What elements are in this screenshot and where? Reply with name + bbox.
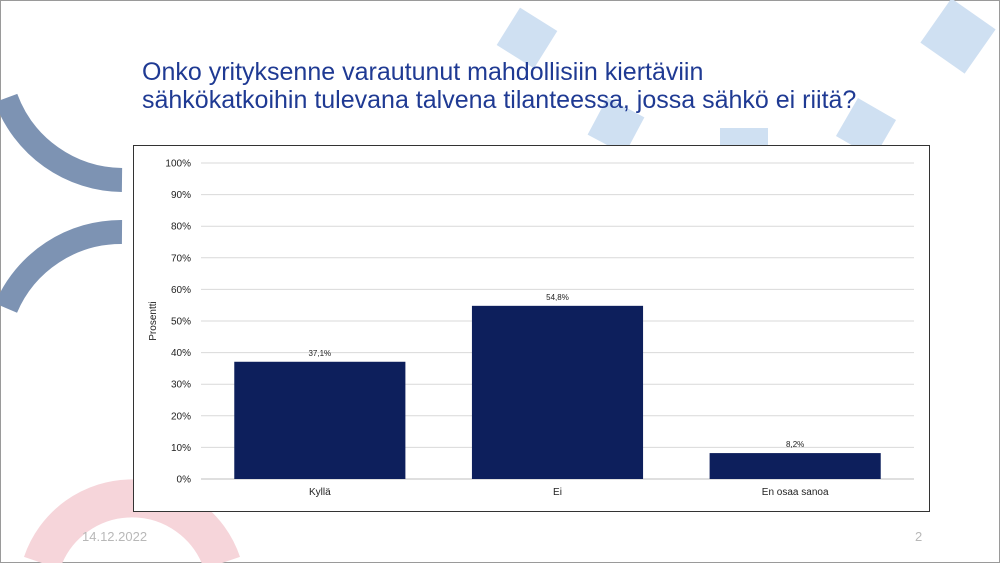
y-tick-label: 30% — [171, 380, 191, 391]
chart-frame: 0% 10% 20% 30% 40% 50% 60% 70% 80% 90% 100% Prosent… — [133, 145, 930, 512]
bar-chart: 0% 10% 20% 30% 40% 50% 60% 70% 80% 90% 100% Prosent… — [148, 159, 914, 498]
y-tick-label: 0% — [177, 475, 192, 486]
decorative-squares — [496, 0, 996, 162]
y-axis-title: Prosentti — [148, 301, 159, 340]
slide-title: Onko yrityksenne varautunut mahdollisiin… — [142, 58, 942, 114]
decorative-arcs — [0, 93, 123, 313]
data-label: 37,1% — [308, 349, 331, 358]
decorative-pink-ring — [24, 479, 240, 563]
y-tick-label: 100% — [165, 159, 191, 170]
y-tick-label: 40% — [171, 348, 191, 359]
x-tick-label: En osaa sanoa — [762, 487, 829, 498]
data-label: 54,8% — [546, 293, 569, 302]
y-tick-label: 60% — [171, 285, 191, 296]
y-tick-label: 70% — [171, 253, 191, 264]
x-tick-label: Ei — [553, 487, 562, 498]
y-tick-label: 50% — [171, 317, 191, 328]
data-label: 8,2% — [786, 440, 804, 449]
slide-title-line-2: sähkökatkoihin tulevana talvena tilantee… — [142, 86, 857, 114]
bar — [471, 305, 644, 479]
bar — [709, 453, 881, 479]
page-number: 2 — [915, 529, 923, 544]
footer-date: 14.12.2022 — [82, 529, 148, 544]
slide-title-line-1: Onko yrityksenne varautunut mahdollisiin… — [142, 58, 704, 86]
y-tick-label: 90% — [171, 190, 191, 201]
x-tick-label: Kyllä — [309, 487, 331, 498]
y-tick-label: 80% — [171, 222, 191, 233]
y-tick-label: 20% — [171, 411, 191, 422]
y-tick-label: 10% — [171, 443, 191, 454]
bar — [234, 361, 406, 479]
